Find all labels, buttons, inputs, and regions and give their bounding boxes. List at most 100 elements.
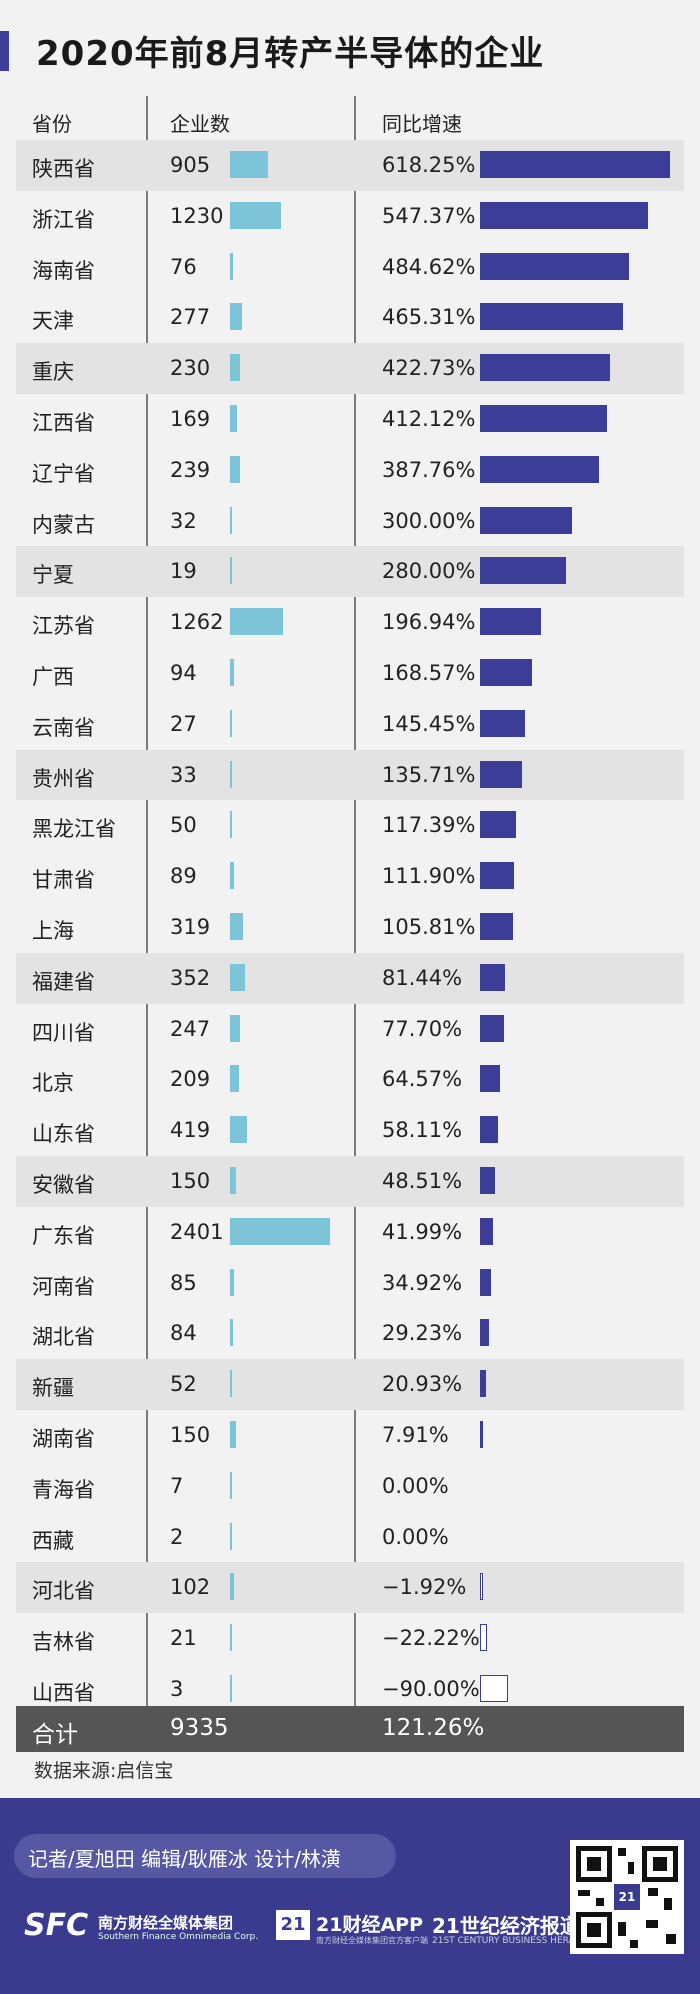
- companies-bar: [230, 1319, 234, 1347]
- companies-cell: 84: [170, 1321, 197, 1346]
- herald-english-name: 21ST CENTURY BUSINESS HERALD: [432, 1936, 587, 1946]
- companies-bar: [230, 404, 238, 432]
- companies-cell: 1262: [170, 610, 224, 635]
- table-row: 陕西省 905 618.25%: [16, 140, 684, 191]
- title-area: 2020年前8月转产半导体的企业: [0, 0, 700, 88]
- growth-cell: 41.99%: [382, 1219, 463, 1244]
- growth-bar: [480, 1065, 500, 1093]
- growth-cell: 300.00%: [382, 508, 476, 533]
- companies-cell: 33: [170, 762, 197, 787]
- growth-bar: [480, 862, 515, 890]
- table-row: 西藏 2 0.00%: [16, 1512, 684, 1563]
- growth-cell: −90.00%: [382, 1676, 480, 1701]
- header-companies: 企业数: [170, 112, 230, 136]
- qr-finder-top-right: [642, 1846, 678, 1882]
- credits-pill: 记者/夏旭田 编辑/耿雁冰 设计/林潢: [14, 1834, 396, 1878]
- province-cell: 青海省: [32, 1477, 95, 1502]
- growth-bar: [480, 354, 610, 382]
- sfc-name: 南方财经全媒体集团: [98, 1914, 234, 1932]
- companies-cell: 150: [170, 1422, 211, 1447]
- table-row: 河北省 102 −1.92%: [16, 1562, 684, 1614]
- growth-cell: 196.94%: [382, 610, 476, 635]
- province-cell: 福建省: [32, 969, 95, 994]
- growth-cell: 145.45%: [382, 711, 476, 736]
- table-row: 广东省 2401 41.99%: [16, 1207, 684, 1258]
- province-cell: 黑龙江省: [32, 817, 116, 842]
- table-row: 黑龙江省 50 117.39%: [16, 800, 684, 851]
- companies-bar: [230, 1522, 232, 1550]
- header-growth: 同比增速: [382, 112, 462, 136]
- companies-cell: 352: [170, 965, 211, 990]
- companies-bar: [230, 354, 240, 382]
- growth-bar: [480, 506, 573, 534]
- province-cell: 广东省: [32, 1223, 95, 1248]
- growth-bar: [480, 658, 532, 686]
- data-table: 省份 企业数 同比增速 陕西省 905 618.25% 浙江省 1230 547.37% 海…: [16, 96, 684, 1715]
- qr-module: [596, 1898, 604, 1906]
- growth-cell: 77.70%: [382, 1016, 463, 1041]
- table-row: 青海省 7 0.00%: [16, 1461, 684, 1512]
- growth-bar: [480, 404, 607, 432]
- table-body: 陕西省 905 618.25% 浙江省 1230 547.37% 海南省 76 484.62% 天…: [16, 140, 684, 1715]
- growth-bar: [480, 811, 517, 839]
- growth-bar: [480, 1319, 489, 1347]
- companies-bar: [230, 811, 233, 839]
- table-row: 山西省 3 −90.00%: [16, 1664, 684, 1715]
- province-cell: 天津: [32, 309, 74, 334]
- province-cell: 重庆: [32, 360, 74, 385]
- province-cell: 河北省: [32, 1579, 95, 1604]
- companies-cell: 419: [170, 1118, 211, 1143]
- companies-cell: 89: [170, 864, 197, 889]
- table-row: 辽宁省 239 387.76%: [16, 445, 684, 496]
- growth-cell: 465.31%: [382, 305, 476, 330]
- app-subtitle: 南方财经全媒体集团官方客户端: [316, 1936, 428, 1945]
- growth-bar: [480, 201, 649, 229]
- growth-cell: 484.62%: [382, 254, 476, 279]
- growth-bar: [480, 1217, 493, 1245]
- province-cell: 吉林省: [32, 1630, 95, 1655]
- companies-cell: 239: [170, 457, 211, 482]
- province-cell: 广西: [32, 664, 74, 689]
- companies-bar: [230, 912, 244, 940]
- qr-code-icon: 21: [570, 1840, 684, 1954]
- companies-cell: 277: [170, 305, 211, 330]
- companies-cell: 230: [170, 356, 211, 381]
- table-row: 江西省 169 412.12%: [16, 394, 684, 445]
- growth-bar-negative: [480, 1573, 483, 1601]
- table-row: 云南省 27 145.45%: [16, 699, 684, 750]
- province-cell: 海南省: [32, 258, 95, 283]
- companies-bar: [230, 709, 232, 737]
- province-cell: 北京: [32, 1071, 74, 1096]
- growth-cell: 135.71%: [382, 762, 476, 787]
- qr-finder-top-left: [576, 1846, 612, 1882]
- growth-bar: [480, 709, 525, 737]
- companies-cell: 50: [170, 813, 197, 838]
- province-cell: 甘肃省: [32, 868, 95, 893]
- province-cell: 新疆: [32, 1376, 74, 1401]
- companies-bar: [230, 1471, 232, 1499]
- growth-cell: 29.23%: [382, 1321, 463, 1346]
- companies-bar: [230, 201, 282, 229]
- companies-cell: 2401: [170, 1219, 224, 1244]
- qr-module: [618, 1848, 626, 1856]
- companies-cell: 52: [170, 1372, 197, 1397]
- table-row: 福建省 352 81.44%: [16, 952, 684, 1004]
- table-row: 海南省 76 484.62%: [16, 242, 684, 293]
- credits-text: 记者/夏旭田 编辑/耿雁冰 设计/林潢: [28, 1847, 341, 1871]
- growth-cell: −22.22%: [382, 1626, 480, 1651]
- growth-bar: [480, 252, 629, 280]
- companies-cell: 169: [170, 406, 211, 431]
- companies-bar: [230, 1573, 235, 1601]
- table-row: 四川省 247 77.70%: [16, 1004, 684, 1055]
- qr-module: [666, 1934, 676, 1944]
- companies-bar: [230, 1370, 233, 1398]
- qr-center-badge: 21: [614, 1884, 640, 1910]
- table-row: 湖北省 84 29.23%: [16, 1308, 684, 1359]
- companies-cell: 247: [170, 1016, 211, 1041]
- companies-cell: 32: [170, 508, 197, 533]
- companies-bar: [230, 151, 268, 178]
- table-row: 内蒙古 32 300.00%: [16, 496, 684, 547]
- total-companies: 9335: [170, 1715, 229, 1741]
- companies-cell: 905: [170, 153, 211, 177]
- growth-bar: [480, 557, 567, 585]
